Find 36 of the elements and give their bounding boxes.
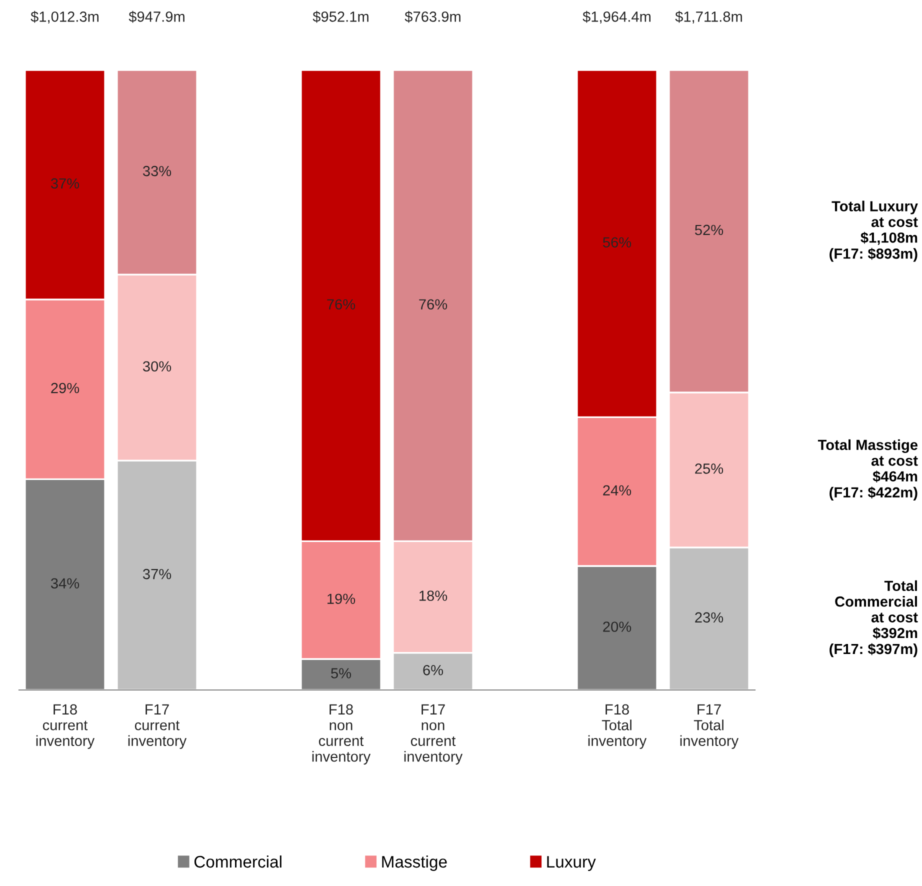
x-tick-label: F18 current inventory (36, 704, 95, 749)
data-label: 25% (695, 463, 724, 474)
text: $947.9m (128, 10, 184, 23)
data-label: 20% (603, 622, 632, 632)
legend-label: Luxury (547, 856, 596, 871)
data-label: 34% (50, 578, 80, 589)
data-label: 56% (602, 237, 632, 248)
data-label: 6% (423, 664, 444, 676)
data-label: 23% (695, 612, 724, 623)
data-label: 19% (328, 594, 356, 604)
text: $952.1m (312, 10, 368, 23)
data-label: 37% (142, 568, 172, 580)
data-label: 24% (603, 485, 632, 496)
data-label: 30% (142, 361, 172, 372)
data-label: 33% (142, 166, 172, 176)
legend-label: Masstige (382, 855, 447, 871)
text: Total Masstige at cost $464m (F17: $422m) (818, 439, 918, 500)
legend-label: Commercial (194, 855, 282, 868)
data-label: 76% (419, 299, 448, 310)
x-tick-label: F17 current inventory (128, 704, 187, 749)
data-label: 76% (327, 299, 356, 310)
x-tick-label: F18 Total inventory (588, 704, 647, 749)
text: $1,012.3m (30, 10, 98, 24)
x-tick-label: F17 Total inventory (680, 704, 739, 749)
data-label: 37% (50, 178, 80, 189)
text: $763.9m (404, 10, 460, 23)
text: Total Commercial at cost $392m (F17: $397m) (830, 580, 918, 658)
x-tick-label: F18 non current inventory (312, 704, 371, 765)
data-label: 5% (331, 668, 352, 678)
data-label: 18% (420, 590, 448, 601)
text: Total Luxury at cost $1,108m (F17: $893m) (830, 200, 918, 262)
data-label: 29% (51, 382, 80, 394)
data-label: 52% (694, 224, 724, 236)
text: $1,964.4m (582, 10, 650, 24)
x-tick-label: F17 non current inventory (404, 704, 463, 765)
text: $1,711.8m (675, 10, 742, 24)
